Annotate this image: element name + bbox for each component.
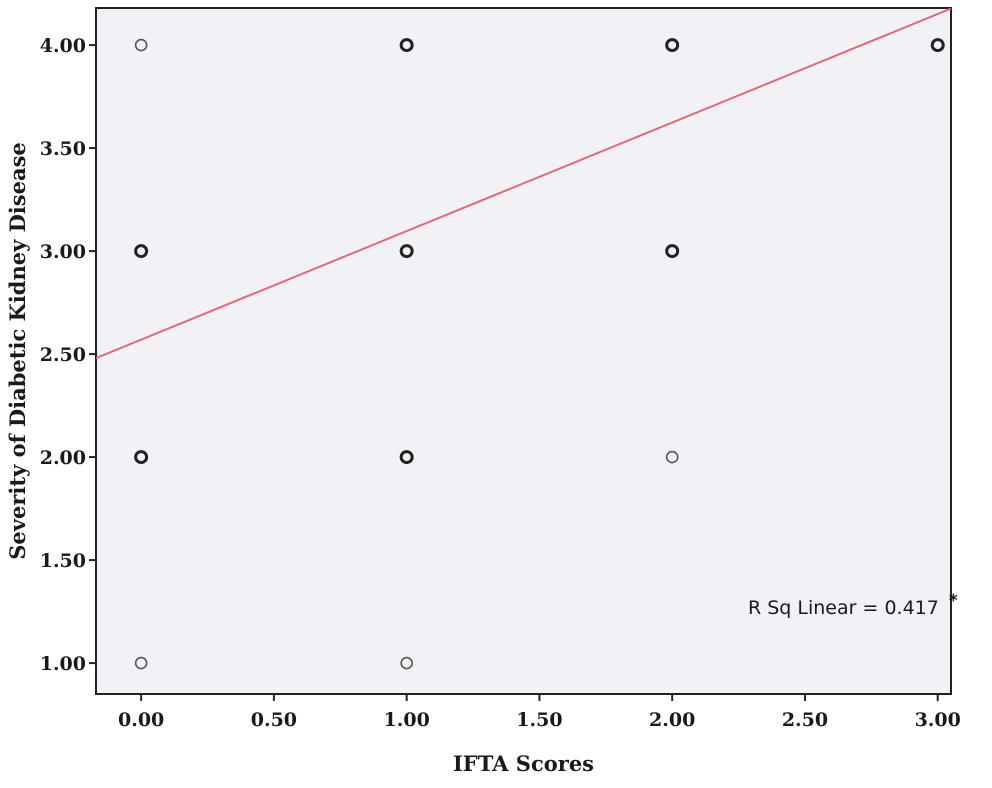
y-tick-label: 1.50	[40, 550, 86, 572]
significance-marker: *	[949, 591, 958, 611]
y-tick-label: 2.50	[40, 344, 86, 366]
x-tick-label: 1.00	[384, 709, 430, 731]
y-tick-label: 1.00	[40, 653, 86, 675]
data-point	[665, 38, 680, 53]
x-tick-label: 1.50	[516, 709, 562, 731]
x-tick-label: 0.00	[118, 709, 164, 731]
data-point	[134, 450, 149, 465]
r-squared-annotation: R Sq Linear = 0.417 *	[748, 591, 958, 619]
x-tick-label: 2.50	[782, 709, 828, 731]
y-tick-label: 3.50	[40, 138, 86, 160]
data-point	[134, 38, 148, 52]
data-point	[665, 244, 680, 259]
data-point	[665, 450, 679, 464]
data-point	[399, 38, 414, 53]
x-axis: 0.00 0.50 1.00 1.50 2.00 2.50 3.00	[118, 694, 961, 731]
plot-area	[95, 7, 952, 695]
x-tick-label: 0.50	[251, 709, 297, 731]
x-tick-label: 2.00	[649, 709, 695, 731]
x-tick-label: 3.00	[915, 709, 961, 731]
y-axis-title: Severity of Diabetic Kidney Disease	[5, 142, 30, 560]
data-point	[399, 244, 414, 259]
data-point	[134, 656, 148, 670]
y-tick-label: 4.00	[40, 35, 86, 57]
regression-line	[96, 8, 951, 360]
r-squared-text: R Sq Linear = 0.417	[748, 597, 939, 619]
x-axis-title: IFTA Scores	[453, 751, 594, 776]
data-point	[134, 244, 149, 259]
y-tick-label: 3.00	[40, 241, 86, 263]
data-point	[400, 656, 413, 670]
y-axis: 1.00 1.50 2.00 2.50 3.00 3.50 4.00	[40, 35, 96, 675]
data-point	[930, 38, 945, 53]
y-tick-label: 2.00	[40, 447, 86, 469]
data-point	[399, 450, 414, 465]
